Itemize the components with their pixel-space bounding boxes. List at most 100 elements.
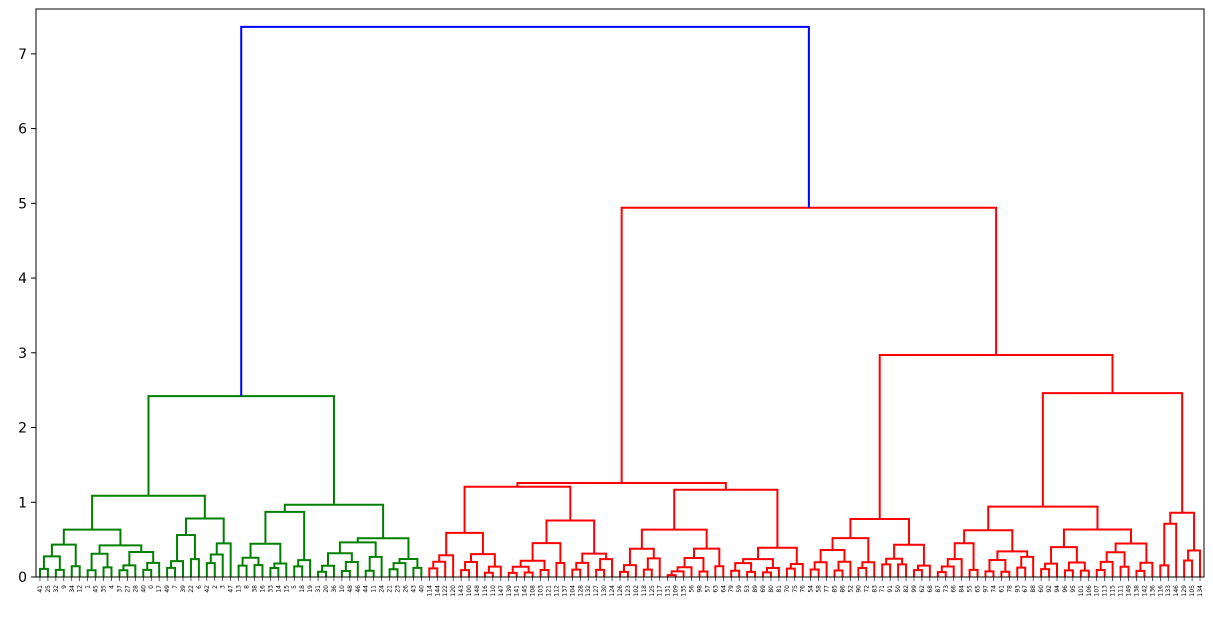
dendrogram-link [833,569,844,577]
x-tick-label: 19 [307,585,314,593]
x-tick-label: 23 [395,585,402,593]
x-tick-label: 147 [498,585,505,597]
dendrogram-link [70,565,81,577]
y-tick-label: 2 [18,421,27,437]
x-tick-label: 88 [1030,585,1037,593]
dendrogram-link [507,571,518,577]
x-tick-label: 99 [911,585,918,593]
cluster-2-link [1041,392,1184,513]
dendrogram-link [640,528,708,549]
dendrogram-link [205,562,216,577]
dendrogram-link [264,510,306,561]
dendrogram-link [269,567,280,577]
dendrogram-link [128,550,155,566]
x-tick-label: 127 [593,585,600,597]
x-tick-label: 40 [140,585,147,593]
x-tick-label: 37 [116,585,123,593]
x-tick-label: 74 [990,585,997,593]
x-tick-label: 81 [776,585,783,593]
x-tick-label: 0 [148,585,155,589]
dendrogram-link [432,560,447,577]
x-tick-label: 43 [410,585,417,593]
y-tick-label: 1 [18,495,27,511]
x-tick-label: 53 [744,585,751,593]
dendrogram-link [344,560,359,577]
dendrogram-link [730,569,741,577]
x-tick-label: 141 [514,585,521,597]
x-tick-label: 97 [982,585,989,593]
dendrogram-link [293,565,304,577]
x-tick-label: 85 [832,585,839,593]
dendrogram-link [364,569,375,577]
dendrogram-link [1119,565,1130,577]
x-tick-label: 130 [601,585,608,597]
x-tick-label: 128 [577,585,584,597]
dendrogram-link [897,563,908,577]
x-tick-label: 73 [943,585,950,593]
x-tick-label: 49 [164,585,171,593]
cluster-2-link [878,354,1114,520]
x-tick-label: 31 [315,585,322,593]
dendrogram-link [62,528,122,546]
x-tick-label: 63 [712,585,719,593]
dendrogram-link [176,534,196,562]
x-tick-label: 41 [37,585,44,593]
plot-frame [35,8,1205,578]
x-tick-label: 122 [442,585,449,597]
y-axis: 0 1 2 3 4 5 6 7 [18,47,36,586]
dendrogram-link [849,518,911,545]
dendrogram-link [963,529,1014,552]
x-tick-label: 123 [625,585,632,597]
dendrogram-link [237,564,248,577]
x-tick-label: 57 [704,585,711,593]
dendrogram-link [746,570,757,577]
dendrogram-link [523,571,534,577]
dendrogram-link [327,552,353,566]
x-tick-label: 102 [633,585,640,597]
y-tick-label: 0 [18,570,27,586]
dendrogram-link [184,517,225,544]
dendrogram-link [539,569,550,577]
cluster-2-root-link [620,206,998,483]
x-tick-label: 116 [1157,585,1164,597]
x-tick-label: 13 [236,585,243,593]
dendrogram-link [881,563,892,577]
y-tick-label: 6 [18,122,27,138]
dendrogram-link [683,557,705,572]
dendrogram-link [789,563,804,577]
x-tick-label: 64 [720,585,727,593]
dendrogram-link [209,553,224,577]
dendrogram-link [916,564,931,577]
dendrogram-link [86,569,97,577]
dendrogram-link [1016,566,1027,577]
dendrogram-link [519,559,546,571]
dendrogram-link [936,571,947,577]
x-tick-label: 61 [998,585,1005,593]
x-tick-label: 104 [569,585,576,597]
x-tick-label: 3 [220,585,227,589]
dendrogram-link [283,503,385,539]
dendrogram-link [1063,569,1074,577]
x-tick-label: 6 [196,585,203,589]
x-tick-label: 44 [363,585,370,593]
dendrogram-link [42,555,61,570]
dendrogram-link [1163,522,1178,577]
dendrogram-link [734,562,753,572]
x-tick-label: 83 [871,585,878,593]
dendrogram-link [785,567,796,577]
x-tick-label: 116 [482,585,489,597]
dendrogram-link [987,505,1099,531]
dendrogram-link [595,568,606,577]
x-tick-label: 17 [156,585,163,593]
x-tick-label: 96 [1062,585,1069,593]
dendrogram-link [670,570,685,577]
x-tick-label: 126 [617,585,624,597]
dendrogram-link [398,557,419,568]
dendrogram-link [249,542,282,564]
x-tick-label: 59 [736,585,743,593]
dendrogram-link [673,488,779,548]
dendrogram-link [765,566,780,577]
x-tick-label: 142 [1141,585,1148,597]
dendrogram-link [118,569,129,577]
dendrogram-link [273,562,288,577]
